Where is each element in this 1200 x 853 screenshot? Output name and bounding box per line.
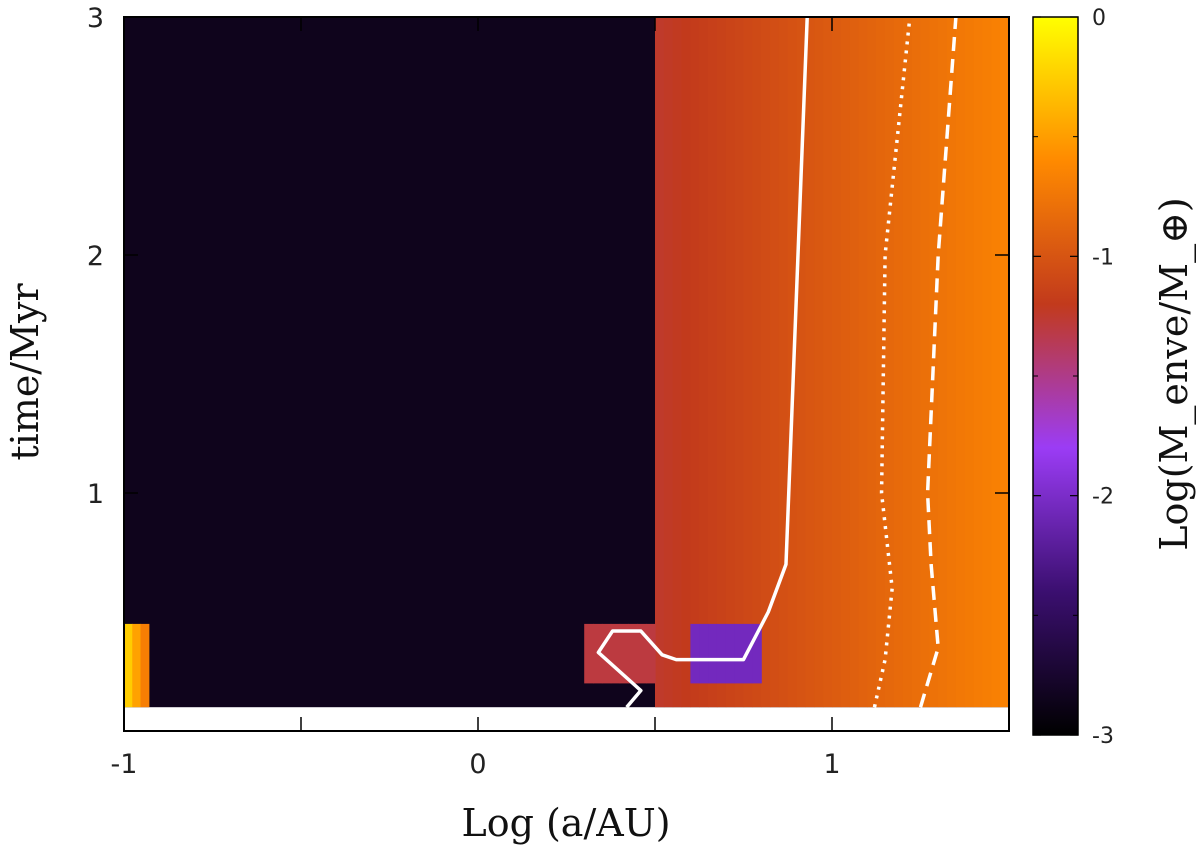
x-tick-label: -1 <box>111 749 138 780</box>
x-tick-label: 0 <box>469 749 486 780</box>
heatmap-cell-region-1 <box>584 623 594 684</box>
heatmap-cell-region-0 <box>725 17 736 708</box>
heatmap-cell-region-0 <box>973 17 984 708</box>
plot-area <box>124 17 1009 731</box>
heatmap-cell-region-0 <box>858 17 868 708</box>
heatmap-cell-region-0 <box>982 17 992 708</box>
heatmap-cell-region-1 <box>637 623 647 684</box>
heatmap-cell-region-0 <box>902 17 913 708</box>
heatmap-cell-region-2 <box>752 623 762 684</box>
heatmap-cell-region-2 <box>699 623 709 684</box>
heatmap-cell-region-2 <box>716 623 727 684</box>
heatmap-cell-region-0 <box>814 17 824 708</box>
curves-layer <box>596 17 958 709</box>
heatmap-cell-region-0 <box>938 17 948 708</box>
colorbar-tick-label: -3 <box>1092 724 1114 749</box>
heatmap-cell-region-0 <box>876 17 886 708</box>
heatmap-cell-region-3 <box>124 623 133 708</box>
heatmap-cell-region-0 <box>655 17 665 708</box>
heatmap-cell-region-0 <box>911 17 922 708</box>
heatmap-cell-region-0 <box>761 17 771 708</box>
contour-dashed <box>918 17 958 708</box>
heatmap-cell-region-0 <box>734 17 745 708</box>
colorbar-tick-label: -2 <box>1092 485 1114 510</box>
heatmap-cell-region-0 <box>770 17 780 708</box>
heatmap-cell-region-0 <box>947 17 957 708</box>
colorbar-ticks: 0 -1 -2 -3 <box>1033 6 1114 749</box>
heatmap-cell-region-0 <box>743 17 753 708</box>
heatmap-cell-region-0 <box>964 17 975 708</box>
heatmap-cell-region-0 <box>778 17 789 708</box>
colorbar-gradient <box>1032 16 1079 736</box>
empty-time-band <box>124 707 1009 731</box>
heatmap-cell-region-2 <box>734 623 745 684</box>
heatmap-cell-region-0 <box>716 17 727 708</box>
heatmap-cell-region-0 <box>690 17 700 708</box>
axis-ticks: -1 0 1 1 2 3 <box>87 3 1009 780</box>
colorbar-tick-label: -1 <box>1092 245 1114 270</box>
heatmap-cell-region-3 <box>132 623 142 708</box>
colorbar-title: Log(M_enve/M_⊕) <box>1152 197 1197 550</box>
heatmap-cell-region-0 <box>929 17 939 708</box>
contour-solid <box>596 17 809 709</box>
heatmap-cell-region-0 <box>955 17 966 708</box>
heatmap-cell-region-0 <box>681 17 691 708</box>
heatmap-cell-region-0 <box>699 17 709 708</box>
y-tick-label: 2 <box>87 241 104 272</box>
heatmap-cell-region-0 <box>823 17 833 708</box>
x-tick-label: 1 <box>823 749 840 780</box>
heatmap-cell-region-0 <box>849 17 860 708</box>
heatmap-cell-region-0 <box>1000 17 1009 708</box>
y-axis-title: time/Myr <box>3 283 47 461</box>
heatmap-cell-region-2 <box>708 623 718 684</box>
heatmap-cell-region-0 <box>885 17 895 708</box>
heatmap-cell-region-0 <box>805 17 815 708</box>
heatmap-cell-region-0 <box>893 17 904 708</box>
heatmap-cell-region-0 <box>867 17 877 708</box>
plot-frame <box>123 16 1010 732</box>
heatmap-cell-region-0 <box>991 17 1001 708</box>
heatmap-cell-region-0 <box>752 17 762 708</box>
y-tick-label: 1 <box>87 479 104 510</box>
heatmap-cell-region-1 <box>646 623 656 684</box>
x-axis-title: Log (a/AU) <box>461 801 670 845</box>
heatmap-cell-region-2 <box>690 623 700 684</box>
heatmap-cell-region-1 <box>628 623 638 684</box>
colorbar-tick-label: 0 <box>1092 6 1106 31</box>
heatmap-cell-region-0 <box>796 17 807 708</box>
heatmap-cell-region-3 <box>140 623 150 708</box>
y-tick-label: 3 <box>87 3 104 34</box>
heatmap-cell-region-0 <box>920 17 930 708</box>
colorbar: 0 -1 -2 -3 <box>1032 6 1114 749</box>
heatmap-cell-region-0 <box>663 17 674 708</box>
heatmap-cell-region-1 <box>601 623 612 684</box>
heatmap-cell-region-1 <box>619 623 630 684</box>
heatmap-cell-region-1 <box>610 623 621 684</box>
heatmap-cell-region-0 <box>840 17 851 708</box>
heatmap-cell-region-0 <box>708 17 718 708</box>
heatmap-cell-region-0 <box>672 17 683 708</box>
heatmap-cell-region-2 <box>725 623 736 684</box>
heatmap-cell-region-0 <box>832 17 842 708</box>
